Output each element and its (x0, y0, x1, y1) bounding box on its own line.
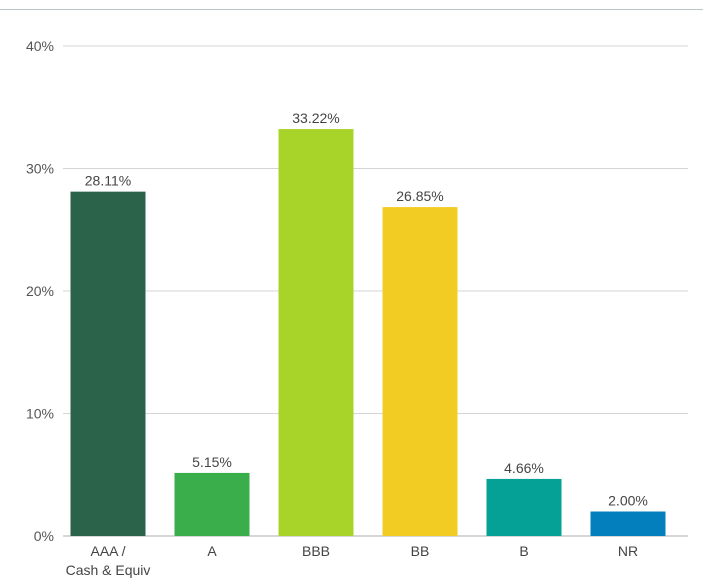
y-tick-label: 40% (26, 38, 54, 54)
y-tick-label: 0% (34, 528, 54, 544)
data-label: 4.66% (504, 460, 544, 476)
data-label: 2.00% (608, 493, 648, 509)
bars (70, 129, 666, 536)
y-tick-label: 20% (26, 283, 54, 299)
bar (174, 472, 250, 536)
x-tick-label: NR (618, 543, 638, 559)
gridlines (63, 45, 688, 537)
x-tick-label: BB (411, 543, 430, 559)
x-tick-label: B (519, 543, 528, 559)
y-axis-ticks: 0% 10% 20% 30% 40% (26, 38, 54, 544)
data-label: 33.22% (292, 110, 339, 126)
bar (70, 191, 146, 536)
data-label: 28.11% (85, 173, 131, 189)
y-tick-label: 10% (26, 406, 54, 422)
bar (382, 207, 458, 536)
y-tick-label: 30% (26, 161, 54, 177)
x-tick-label: BBB (302, 543, 330, 559)
data-label: 26.85% (396, 188, 443, 204)
x-tick-label: A (207, 543, 217, 559)
top-divider (0, 9, 703, 10)
bar (486, 478, 562, 536)
bar (590, 511, 666, 536)
data-label: 5.15% (192, 454, 232, 470)
data-labels: 28.11% 5.15% 33.22% 26.85% 4.66% 2.00% (85, 110, 648, 508)
x-tick-label: AAA / Cash & Equiv (66, 543, 151, 578)
bar (278, 129, 354, 536)
